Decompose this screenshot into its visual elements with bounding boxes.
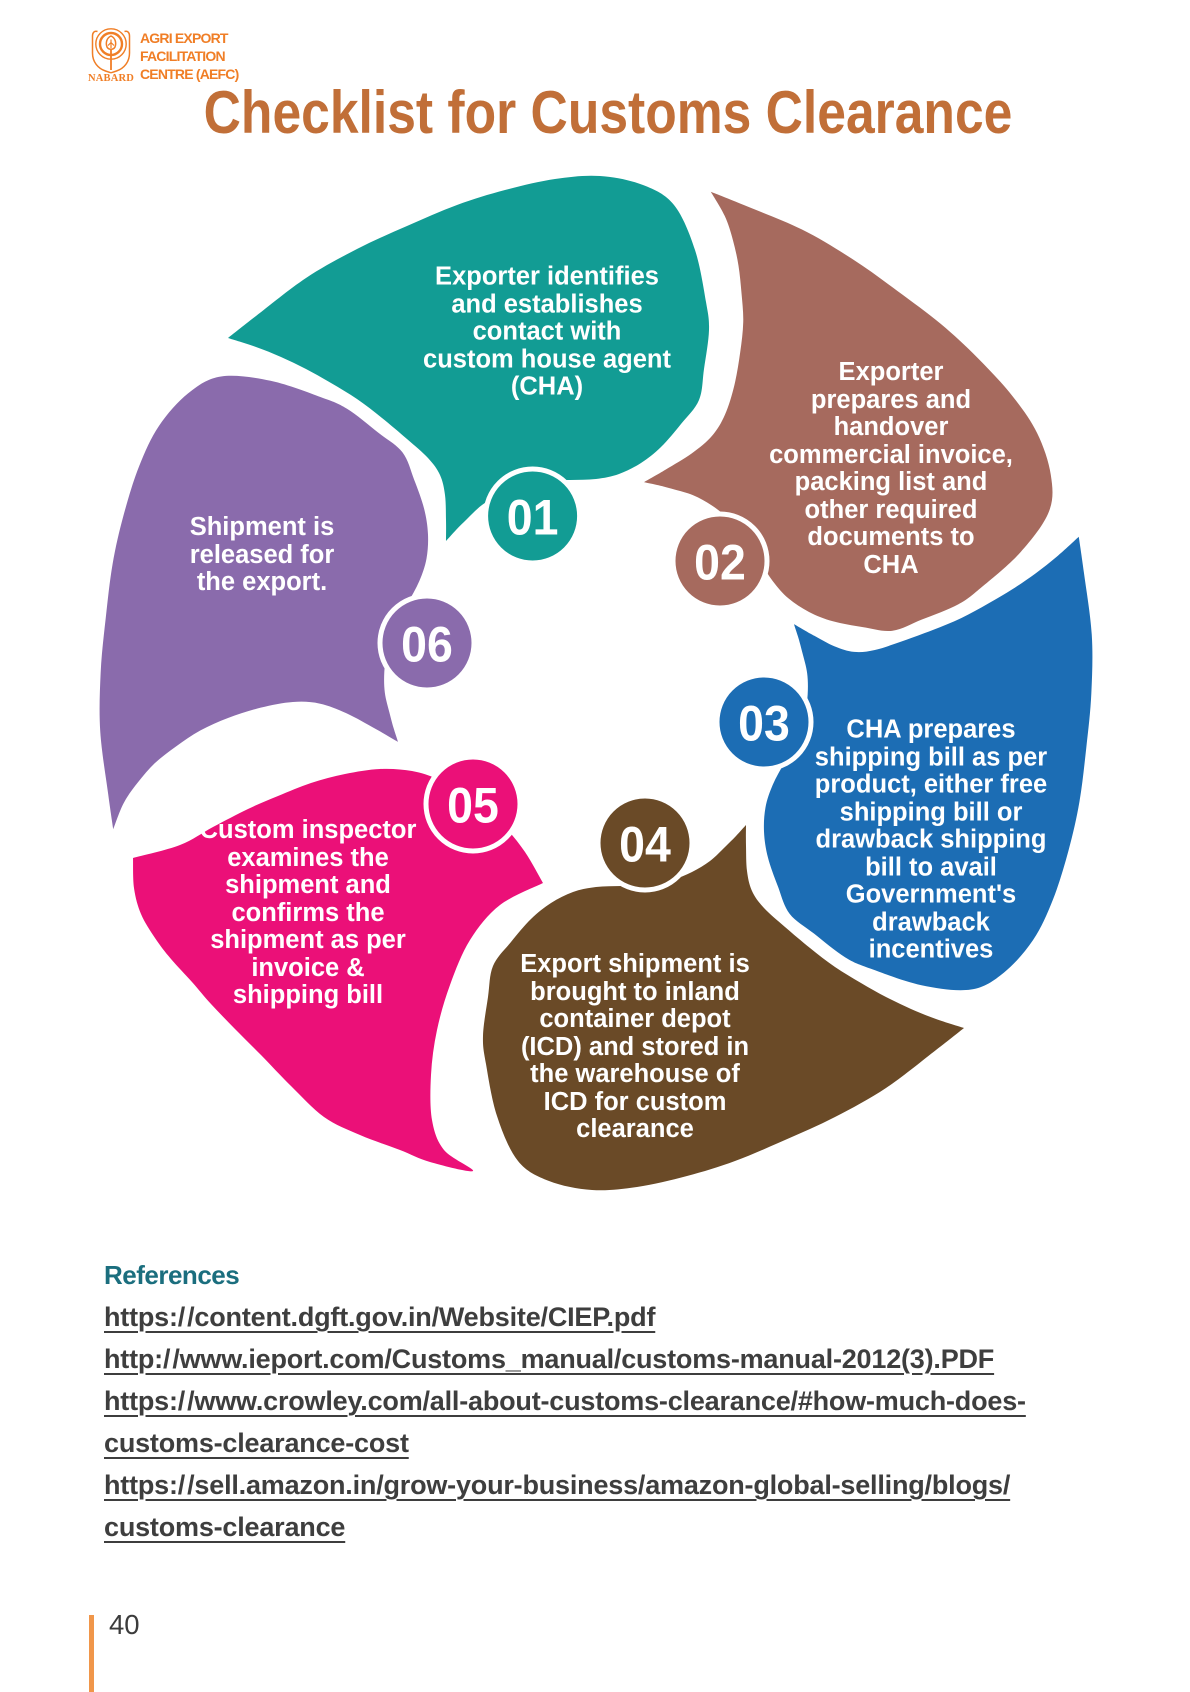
svg-text:04: 04 [619,817,671,873]
svg-text:01: 01 [507,490,559,546]
svg-text:06: 06 [401,617,453,673]
svg-text:NABARD: NABARD [88,73,134,83]
svg-text:03: 03 [738,696,790,752]
svg-text:02: 02 [694,535,746,591]
svg-text:05: 05 [447,778,499,834]
